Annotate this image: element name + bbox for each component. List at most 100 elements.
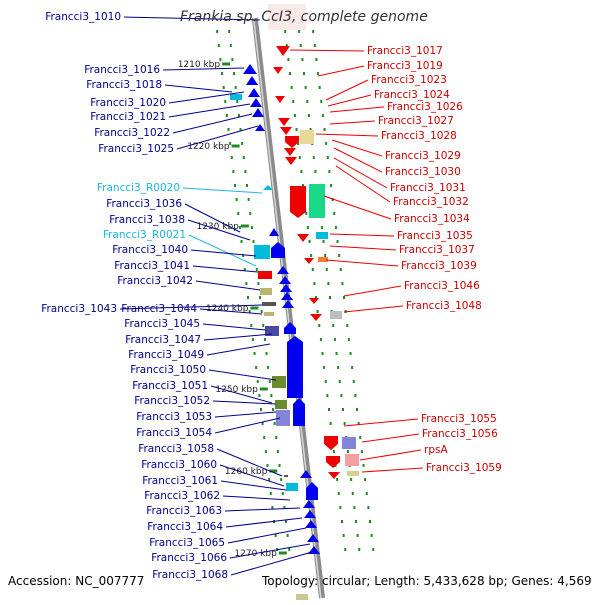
track-tick bbox=[323, 128, 326, 131]
track-tick bbox=[338, 380, 341, 383]
reverse-gene-glyph bbox=[290, 186, 306, 218]
gene-block-sand bbox=[347, 471, 359, 476]
track-tick bbox=[322, 240, 325, 243]
track-tick bbox=[229, 44, 232, 47]
track-tick bbox=[356, 408, 359, 411]
leader-line bbox=[192, 265, 259, 273]
track-tick bbox=[298, 30, 301, 33]
track-tick bbox=[342, 534, 345, 537]
track-tick bbox=[299, 44, 302, 47]
forward-gene-glyph bbox=[300, 470, 312, 478]
track-tick bbox=[259, 296, 262, 299]
track-tick bbox=[372, 548, 375, 551]
gene-label-left: Francci3_1016 bbox=[84, 64, 160, 76]
leader-line bbox=[184, 203, 241, 233]
track-tick bbox=[280, 478, 283, 481]
leader-line bbox=[222, 495, 291, 501]
track-tick bbox=[233, 72, 236, 75]
leader-line bbox=[182, 187, 263, 194]
reverse-gene-glyph bbox=[258, 271, 272, 279]
track-tick bbox=[325, 268, 328, 271]
gene-label-left: Francci3_1062 bbox=[144, 490, 220, 502]
track-tick bbox=[247, 198, 250, 201]
gene-label-right: Francci3_1019 bbox=[367, 60, 443, 72]
gene-block-dark bbox=[284, 475, 288, 477]
track-tick bbox=[339, 268, 342, 271]
forward-gene-glyph bbox=[252, 108, 264, 117]
track-tick bbox=[221, 72, 224, 75]
topology-text: Topology: circular; Length: 5,433,628 bp… bbox=[262, 574, 592, 588]
gene-block-indigo bbox=[265, 326, 279, 336]
forward-gene-glyph bbox=[306, 482, 318, 500]
track-tick bbox=[312, 30, 315, 33]
gene-label-left: Francci3_1064 bbox=[147, 521, 223, 533]
leader-line bbox=[216, 448, 283, 477]
track-tick bbox=[327, 282, 330, 285]
gene-label-right: Francci3_1031 bbox=[390, 182, 466, 194]
track-tick bbox=[274, 534, 277, 537]
reverse-gene-glyph bbox=[324, 436, 338, 450]
track-tick bbox=[293, 114, 296, 117]
track-tick bbox=[236, 100, 239, 103]
forward-gene-glyph bbox=[280, 284, 292, 292]
track-tick bbox=[319, 338, 322, 341]
track-tick bbox=[237, 114, 240, 117]
track-tick bbox=[306, 100, 309, 103]
track-tick bbox=[313, 282, 316, 285]
forward-gene-glyph bbox=[293, 398, 305, 426]
track-tick bbox=[310, 254, 313, 257]
gene-label-right: Francci3_1059 bbox=[426, 462, 502, 474]
track-tick bbox=[285, 520, 287, 523]
track-tick bbox=[351, 366, 354, 369]
gene-label-right: Francci3_1048 bbox=[406, 300, 482, 312]
gene-block-lavender bbox=[276, 410, 290, 426]
leader-line bbox=[210, 385, 273, 404]
reverse-gene-glyph bbox=[275, 96, 285, 103]
track-tick bbox=[342, 408, 345, 411]
leader-line bbox=[325, 259, 399, 267]
track-tick bbox=[276, 450, 279, 453]
gene-block-orange bbox=[318, 257, 328, 262]
track-tick bbox=[337, 492, 340, 495]
track-tick bbox=[367, 506, 370, 509]
track-tick bbox=[227, 128, 230, 131]
gene-label-left: Francci3_1063 bbox=[146, 505, 222, 517]
leader-line bbox=[220, 480, 287, 491]
gene-label-left: Francci3_1020 bbox=[90, 97, 166, 109]
track-tick bbox=[318, 86, 321, 89]
track-tick bbox=[334, 226, 337, 229]
track-tick bbox=[364, 478, 367, 481]
reverse-gene-glyph bbox=[278, 118, 290, 126]
track-tick bbox=[245, 282, 248, 285]
leader-line bbox=[323, 195, 392, 220]
leader-line bbox=[199, 308, 263, 315]
gene-block-olive bbox=[264, 312, 274, 316]
track-tick bbox=[314, 170, 317, 173]
track-tick bbox=[235, 198, 238, 201]
track-tick bbox=[237, 212, 240, 215]
reverse-gene-glyph bbox=[285, 136, 299, 148]
forward-gene-glyph bbox=[284, 322, 296, 334]
track-tick bbox=[317, 72, 320, 75]
track-tick bbox=[303, 72, 306, 75]
forward-gene-glyph bbox=[269, 228, 279, 236]
track-tick bbox=[346, 324, 349, 327]
leader-line bbox=[361, 467, 424, 473]
track-tick bbox=[355, 520, 357, 523]
gene-label-left: Francci3_1054 bbox=[136, 427, 212, 439]
map-title: Frankia sp. CcI3, complete genome bbox=[180, 9, 428, 25]
track-tick bbox=[263, 338, 266, 341]
gene-block-olive bbox=[260, 288, 272, 295]
track-tick bbox=[234, 184, 237, 187]
leader-line bbox=[206, 343, 271, 356]
leader-line bbox=[119, 304, 263, 310]
reverse-gene-glyph bbox=[284, 148, 296, 156]
track-tick bbox=[332, 450, 335, 453]
track-tick bbox=[288, 548, 291, 551]
reverse-gene-glyph bbox=[309, 298, 319, 304]
forward-gene-glyph bbox=[246, 76, 258, 85]
track-tick bbox=[269, 492, 272, 495]
gene-label-left: Francci3_1047 bbox=[125, 334, 201, 346]
track-tick bbox=[312, 156, 315, 159]
leader-line bbox=[202, 323, 267, 331]
